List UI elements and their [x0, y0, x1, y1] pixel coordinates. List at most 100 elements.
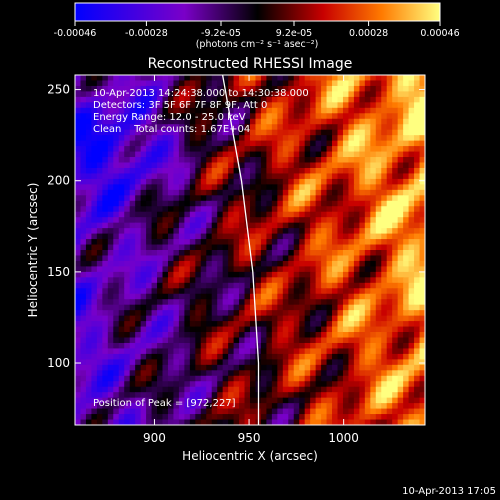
heatmap-cell — [381, 107, 388, 114]
heatmap-cell — [151, 244, 158, 251]
heatmap-cell — [250, 135, 257, 142]
heatmap-cell — [157, 173, 164, 180]
heatmap-cell — [91, 200, 98, 207]
heatmap-cell — [386, 118, 393, 125]
heatmap-cell — [337, 397, 344, 404]
heatmap-cell — [419, 375, 425, 382]
heatmap-cell — [342, 277, 350, 284]
heatmap-cell — [392, 200, 399, 207]
heatmap-cell — [113, 408, 120, 415]
heatmap-cell — [102, 200, 109, 207]
heatmap-cell — [85, 173, 93, 180]
heatmap-cell — [277, 370, 284, 377]
heatmap-cell — [271, 222, 278, 229]
heatmap-cell — [140, 206, 147, 213]
heatmap-cell — [266, 255, 273, 262]
heatmap-cell — [397, 293, 404, 300]
heatmap-cell — [173, 348, 180, 355]
heatmap-cell — [195, 228, 202, 235]
heatmap-cell — [381, 184, 388, 191]
heatmap-cell — [348, 151, 355, 158]
heatmap-cell — [184, 118, 191, 125]
heatmap-cell — [233, 370, 240, 377]
heatmap-cell — [266, 332, 273, 339]
heatmap-cell — [96, 419, 103, 425]
heatmap-cell — [233, 364, 240, 371]
heatmap-cell — [129, 124, 136, 131]
heatmap-cell — [266, 124, 273, 131]
heatmap-cell — [135, 189, 142, 196]
heatmap-cell — [222, 206, 229, 213]
heatmap-cell — [118, 370, 125, 377]
heatmap-cell — [211, 80, 218, 87]
heatmap-cell — [85, 222, 93, 229]
heatmap-cell — [326, 200, 333, 207]
heatmap-cell — [162, 239, 169, 246]
heatmap-cell — [178, 244, 185, 251]
heatmap-cell — [91, 288, 98, 295]
heatmap-cell — [342, 288, 350, 295]
heatmap-cell — [293, 211, 300, 218]
heatmap-cell — [353, 299, 360, 306]
heatmap-cell — [255, 282, 262, 289]
heatmap-cell — [353, 140, 360, 147]
heatmap-cell — [129, 140, 136, 147]
heatmap-cell — [353, 370, 360, 377]
heatmap-cell — [271, 118, 278, 125]
heatmap-cell — [113, 118, 120, 125]
heatmap-cell — [233, 239, 240, 246]
heatmap-cell — [162, 403, 169, 410]
heatmap-cell — [403, 178, 410, 185]
heatmap-cell — [304, 288, 311, 295]
heatmap-cell — [381, 239, 388, 246]
heatmap-cell — [113, 228, 120, 235]
heatmap-cell — [266, 91, 273, 98]
heatmap-cell — [397, 397, 404, 404]
heatmap-cell — [403, 332, 410, 339]
heatmap-cell — [370, 277, 377, 284]
heatmap-cell — [162, 140, 169, 147]
heatmap-cell — [386, 419, 393, 425]
heatmap-cell — [310, 381, 317, 388]
heatmap-cell — [239, 107, 246, 114]
heatmap-cell — [239, 299, 246, 306]
heatmap-cell — [359, 282, 366, 289]
heatmap-cell — [96, 239, 103, 246]
heatmap-cell — [381, 342, 388, 350]
heatmap-cell — [195, 397, 202, 404]
heatmap-cell — [102, 348, 109, 355]
heatmap-cell — [288, 173, 295, 180]
heatmap-cell — [178, 124, 185, 131]
heatmap-cell — [359, 113, 366, 120]
heatmap-cell — [337, 310, 344, 317]
heatmap-cell — [326, 239, 333, 246]
heatmap-cell — [337, 326, 344, 333]
heatmap-cell — [222, 282, 229, 289]
heatmap-cell — [397, 222, 404, 229]
heatmap-cell — [419, 222, 425, 229]
heatmap-cell — [260, 326, 268, 333]
heatmap-cell — [146, 200, 153, 207]
heatmap-cell — [414, 206, 421, 213]
heatmap-cell — [107, 113, 114, 120]
heatmap-cell — [195, 157, 202, 164]
heatmap-cell — [102, 375, 109, 382]
heatmap-cell — [206, 304, 213, 311]
heatmap-cell — [107, 102, 114, 109]
heatmap-cell — [288, 228, 295, 235]
heatmap-cell — [321, 304, 328, 311]
heatmap-cell — [200, 337, 207, 344]
heatmap-cell — [124, 392, 131, 399]
heatmap-cell — [157, 85, 164, 93]
heatmap-cell — [348, 337, 355, 344]
heatmap-cell — [282, 228, 289, 235]
heatmap-cell — [342, 217, 350, 224]
heatmap-cell — [239, 310, 246, 317]
heatmap-cell — [151, 277, 158, 284]
heatmap-cell — [392, 118, 399, 125]
heatmap-cell — [348, 348, 355, 355]
heatmap-cell — [348, 271, 355, 278]
heatmap-cell — [233, 195, 240, 202]
heatmap-cell — [326, 217, 333, 224]
heatmap-cell — [167, 184, 175, 191]
